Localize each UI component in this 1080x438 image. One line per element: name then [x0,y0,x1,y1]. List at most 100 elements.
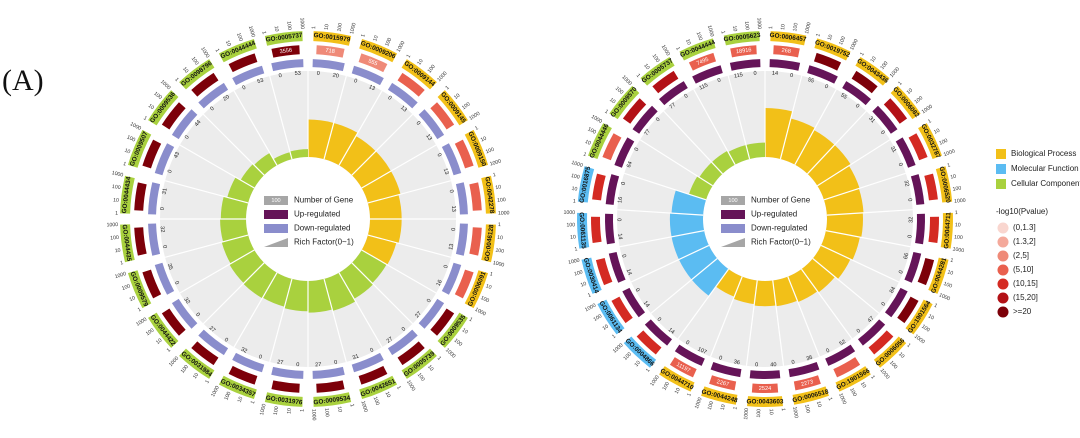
up-regulated-arc [710,361,742,378]
gene-count-bar [851,70,878,94]
scale-tick-label: 100 [587,126,598,135]
down-count-label: 27 [386,336,395,344]
down-count-label: 0 [879,130,886,136]
sector-divider [367,180,452,204]
category-legend-label: Biological Process [1011,149,1076,158]
sector-divider [630,244,710,283]
scale-tick-label: 1 [869,375,876,381]
scale-tick-label: 1000 [791,406,799,418]
pvalue-legend-label: (10,15] [1013,279,1038,288]
scale-tick-label: 10 [642,63,650,71]
gene-count-label: 555 [367,58,378,67]
scale-tick-label: 100 [614,86,625,96]
down-count-label: 0 [753,71,757,77]
scale-tick-label: 1000 [444,347,457,359]
gene-count-label: 2524 [759,386,771,392]
scale-tick-label: 1000 [199,46,210,59]
up-count-label: 0 [258,354,263,361]
up-regulated-arc [608,251,626,283]
scale-tick-label: 1 [719,30,726,34]
rich-factor-bar [671,230,709,260]
up-count-label: 14 [667,327,676,336]
up-regulated-arc [769,59,801,71]
rich-factor-bar [821,230,860,261]
scale-tick-label: 1000 [943,148,956,158]
up-count-label: 52 [839,339,847,347]
up-count-label: 14 [642,300,651,309]
go-term-segment [401,348,437,379]
gene-count-bar [669,357,697,378]
up-count-label: 0 [369,347,374,354]
scale-tick-label: 1000 [849,38,860,51]
gene-count-bar [897,296,919,324]
rich-factor-bar [733,276,758,305]
up-regulated-arc [605,213,615,245]
scale-tick-label: 1000 [310,409,316,421]
go-term-segment [148,90,179,126]
up-count-label: 31 [867,116,876,125]
sector-divider [351,262,414,325]
down-count-label: 20 [222,94,231,102]
scale-tick-label: 10 [129,295,137,303]
rich-factor-bar [339,136,376,176]
scale-tick-label: 10 [461,327,469,335]
rich-factor-bar [361,235,397,265]
scale-tick-label: 1 [360,33,367,38]
down-regulated-arc [387,82,418,109]
go-term-segment [264,31,303,46]
sector-divider [624,172,707,201]
down-count-label: 0 [791,359,795,365]
down-count-label: 0 [897,162,904,167]
go-term-segment [481,224,496,263]
rich-factor-bar [220,196,249,219]
scale-tick-label: 1000 [168,355,180,368]
up-regulated-arc [614,137,635,168]
pvalue-legend-label: (15,20] [1013,293,1038,302]
scale-tick-label: 10 [237,396,245,404]
gene-count-bar [469,182,482,211]
down-count-label: 16 [436,279,444,287]
up-count-label: 0 [194,312,201,318]
up-count-label: 0 [161,245,167,249]
scale-tick-label: 100 [427,64,437,75]
go-term-label: GO:0044435 [120,224,132,262]
scale-tick-label: 1000 [135,317,148,328]
rich-factor-bar [691,258,729,296]
scale-tick-label: 1 [933,303,938,310]
scale-tick-label: 100 [480,295,490,304]
scale-tick-label: 10 [453,93,461,101]
gene-count-bar [454,269,474,299]
scale-tick-label: 1 [635,73,641,79]
down-count-label: 27 [414,311,423,320]
go-term-segment [723,31,760,46]
scale-tick-label: 10 [273,25,280,32]
pvalue-legend-label: (2,5] [1013,251,1029,260]
gene-count-bar [430,102,455,130]
scale-tick-label: 1 [780,408,786,412]
down-count-label: 35 [166,263,174,271]
gene-count-label: 718 [325,48,335,55]
rich-factor-bar [227,177,255,203]
up-regulated-arc [807,65,838,84]
scale-tick-label: 1 [950,258,954,265]
down-regulated-arc [271,366,304,379]
up-count-label: 0 [160,207,166,211]
scale-tick-label: 100 [384,37,393,47]
go-term-label: GO:0043603 [747,399,784,406]
scale-tick-label: 1 [137,307,142,314]
scale-tick-label: 10 [780,24,787,30]
up-count-label: 0 [242,85,247,92]
scale-tick-label: 10 [147,103,155,111]
down-regulated-arc [154,143,175,176]
scale-tick-label: 1 [395,385,402,390]
sector-divider [794,89,837,165]
scale-tick-label: 1 [311,26,317,29]
scale-tick-label: 100 [943,281,953,290]
scale-tick-label: 100 [848,387,857,398]
go-term-segment [918,123,942,159]
scale-tick-label: 1000 [396,40,407,53]
scale-tick-label: 100 [920,324,931,334]
up-regulated-arc [884,287,908,318]
go-term-segment [179,59,215,90]
pvalue-legend-dot [997,250,1009,262]
